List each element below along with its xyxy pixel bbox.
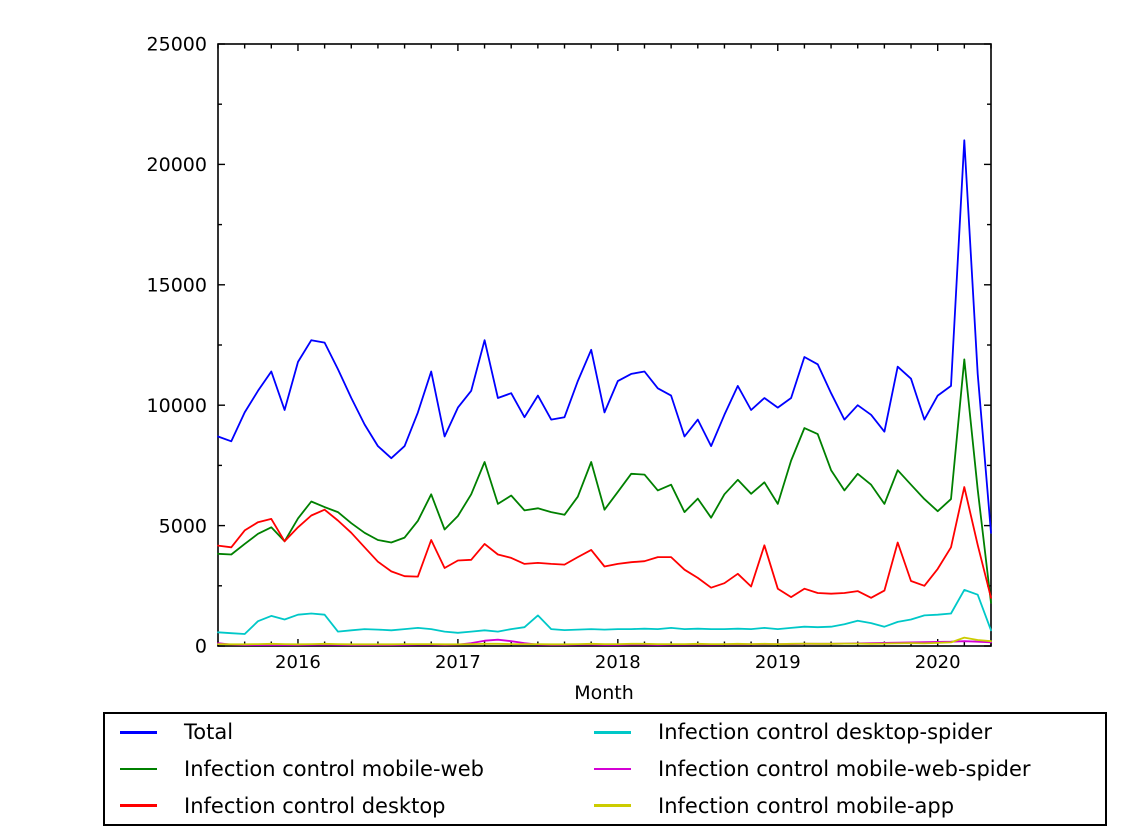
x-tick-label: 2017 bbox=[435, 652, 481, 673]
legend-label-desktop: Infection control desktop bbox=[184, 793, 446, 818]
legend-line-desktop-spider-icon bbox=[594, 731, 631, 734]
x-tick-label: 2016 bbox=[275, 652, 321, 673]
y-tick-label: 0 bbox=[195, 636, 207, 658]
y-tick-label: 25000 bbox=[147, 34, 207, 56]
legend-line-total-icon bbox=[120, 731, 157, 734]
y-tick-label: 5000 bbox=[159, 515, 207, 537]
legend-line-mobile-web-spider-icon bbox=[594, 767, 631, 771]
x-tick-label: 2019 bbox=[755, 652, 801, 673]
legend-label-mobile-web-spider: Infection control mobile-web-spider bbox=[658, 756, 1031, 781]
legend-item-mobile-app: Infection control mobile-app bbox=[579, 794, 1105, 818]
legend-line-mobile-app-icon bbox=[594, 804, 631, 807]
legend-line-mobile-web-icon bbox=[120, 767, 157, 771]
chart-legend: Total Infection control mobile-web Infec… bbox=[103, 712, 1107, 826]
y-tick-label: 20000 bbox=[147, 154, 207, 176]
series-line-infection-control-desktop-spider bbox=[217, 589, 992, 635]
x-axis-title: Month bbox=[574, 682, 634, 704]
series-line-infection-control-mobile-app bbox=[217, 636, 992, 646]
pageviews-line-chart: 0 5000 10000 15000 20000 25000 2016 2017 2018 201… bbox=[147, 34, 992, 704]
series-line-infection-control-mobile-web bbox=[217, 358, 992, 604]
legend-item-mobile-web-spider: Infection control mobile-web-spider bbox=[579, 757, 1105, 781]
legend-label-desktop-spider: Infection control desktop-spider bbox=[658, 720, 993, 745]
legend-label-total: Total bbox=[184, 720, 234, 745]
legend-item-desktop: Infection control desktop bbox=[105, 794, 579, 818]
series-line-total bbox=[217, 139, 992, 534]
x-tick-label: 2018 bbox=[595, 652, 641, 673]
legend-label-mobile-web: Infection control mobile-web bbox=[184, 756, 484, 781]
series-line-infection-control-desktop bbox=[217, 486, 992, 599]
legend-label-mobile-app: Infection control mobile-app bbox=[658, 793, 955, 818]
y-tick-label: 15000 bbox=[147, 274, 207, 296]
legend-line-desktop-icon bbox=[120, 804, 157, 807]
legend-item-desktop-spider: Infection control desktop-spider bbox=[579, 720, 1105, 744]
legend-item-mobile-web: Infection control mobile-web bbox=[105, 757, 579, 781]
legend-item-total: Total bbox=[105, 720, 579, 744]
x-tick-label: 2020 bbox=[915, 652, 961, 673]
y-tick-label: 10000 bbox=[147, 395, 207, 417]
